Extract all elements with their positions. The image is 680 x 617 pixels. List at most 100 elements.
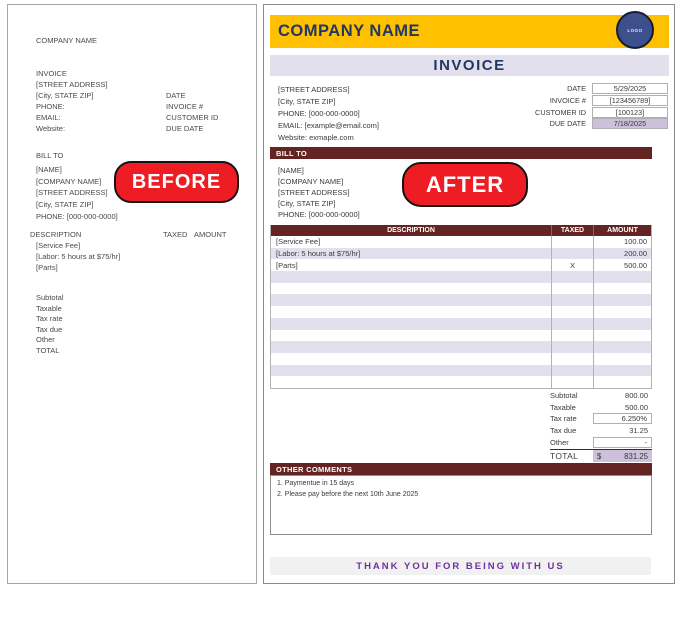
bill-to-block: [NAME] [COMPANY NAME] [STREET ADDRESS] […: [36, 164, 118, 222]
meta-label-date: DATE: [166, 91, 186, 100]
totals-row-taxable: Taxable 500.00: [550, 402, 652, 414]
sender-address-block: INVOICE [STREET ADDRESS] [City, STATE ZI…: [36, 68, 108, 134]
address-line: [City, STATE ZIP]: [36, 91, 94, 100]
bill-to-line: [STREET ADDRESS]: [278, 188, 350, 197]
table-row-empty: [271, 294, 651, 307]
totals-label: Tax due: [550, 426, 577, 436]
meta-label-invoice-number: INVOICE #: [166, 102, 204, 111]
totals-value: 31.25: [629, 426, 648, 436]
bill-to-header: BILL TO: [36, 151, 64, 160]
bill-to-line: [STREET ADDRESS]: [36, 188, 108, 198]
table-row-empty: [271, 306, 651, 318]
line-items-block: [Service Fee] [Labor: 5 hours at $75/hr]…: [36, 241, 120, 273]
meta-row-invoice-number: INVOICE # [123456789]: [464, 95, 668, 107]
line-item: [Service Fee]: [36, 241, 81, 250]
grand-total-label: TOTAL: [550, 451, 579, 462]
meta-label-date: DATE: [567, 84, 586, 94]
table-row: [Parts] X 500.00: [271, 259, 651, 272]
date-field[interactable]: 5/29/2025: [592, 83, 668, 95]
column-header-description: DESCRIPTION: [30, 230, 82, 239]
address-line: [STREET ADDRESS]: [36, 80, 108, 89]
totals-value: 500.00: [625, 402, 648, 412]
due-date-field[interactable]: 7/18/2025: [592, 118, 668, 130]
invoice-meta-labels: DATE INVOICE # CUSTOMER ID DUE DATE: [166, 90, 218, 134]
totals-row-tax-due: Tax due 31.25: [550, 425, 652, 437]
table-header-amount: AMOUNT: [593, 225, 651, 236]
grand-total-row: TOTAL $ 831.25: [550, 448, 652, 463]
meta-row-due-date: DUE DATE 7/18/2025: [464, 118, 668, 130]
line-item: [Labor: 5 hours at $75/hr]: [36, 251, 121, 261]
totals-labels-block: Subtotal Taxable Tax rate Tax due Other …: [36, 293, 64, 356]
meta-label-invoice-number: INVOICE #: [549, 96, 586, 106]
table-header-description: DESCRIPTION: [387, 227, 435, 234]
comments-box: 1. Paymentue in 15 days 2. Please pay be…: [270, 475, 652, 535]
address-line: [City, STATE ZIP]: [278, 97, 336, 106]
totals-row-other: Other -: [550, 436, 652, 448]
totals-block: Subtotal 800.00 Taxable 500.00 Tax rate …: [550, 390, 652, 463]
before-badge: BEFORE: [114, 161, 239, 203]
totals-row-subtotal: Subtotal 800.00: [550, 390, 652, 402]
column-header-taxed: TAXED: [163, 230, 188, 239]
bill-to-header: BILL TO: [270, 147, 652, 159]
invoice-table: DESCRIPTION TAXED AMOUNT [Service Fee] 1…: [270, 225, 652, 389]
table-row-empty: [271, 364, 651, 377]
table-row-empty: [271, 376, 651, 388]
logo-badge: LOGO: [616, 11, 654, 49]
doc-title: INVOICE: [36, 69, 67, 78]
totals-label: Tax rate: [550, 414, 577, 424]
table-row-empty: [271, 317, 651, 330]
after-badge: AFTER: [402, 162, 528, 207]
bill-to-line: PHONE: [000-000-0000]: [278, 210, 360, 219]
totals-label: Other: [550, 437, 569, 447]
totals-label-other: Other: [36, 335, 55, 344]
bill-to-line: [NAME]: [278, 166, 304, 175]
address-line: EMAIL: [example@email.com]: [278, 121, 379, 130]
other-field[interactable]: -: [593, 436, 652, 448]
table-header-taxed: TAXED: [551, 225, 593, 236]
totals-row-tax-rate: Tax rate 6.250%: [550, 413, 652, 425]
meta-label-due-date: DUE DATE: [166, 124, 204, 133]
cell-description: [Parts]: [276, 260, 298, 270]
tax-rate-field[interactable]: 6.250%: [593, 413, 652, 425]
meta-row-date: DATE 5/29/2025: [464, 83, 668, 95]
line-item: [Parts]: [36, 262, 58, 272]
customer-id-field[interactable]: [100123]: [592, 106, 668, 118]
company-name: COMPANY NAME: [278, 22, 420, 40]
address-line: Website:: [36, 124, 66, 133]
totals-label-subtotal: Subtotal: [36, 293, 64, 302]
cell-taxed: [551, 236, 593, 248]
table-row-empty: [271, 329, 651, 342]
meta-row-customer-id: CUSTOMER ID [100123]: [464, 106, 668, 118]
cell-description: [Labor: 5 hours at $75/hr]: [276, 249, 361, 259]
grand-total-value-box: $ 831.25: [593, 450, 652, 463]
cell-amount: 100.00: [593, 236, 651, 248]
cell-amount: 200.00: [593, 247, 651, 260]
cell-amount: 500.00: [593, 259, 651, 272]
address-line: PHONE: [000-000-0000]: [278, 109, 360, 118]
invoice-meta-block: DATE 5/29/2025 INVOICE # [123456789] CUS…: [464, 83, 668, 130]
table-row-empty: [271, 341, 651, 353]
table-header-row: DESCRIPTION TAXED AMOUNT: [271, 225, 651, 236]
invoice-number-field[interactable]: [123456789]: [592, 95, 668, 107]
meta-label-customer-id: CUSTOMER ID: [166, 113, 219, 122]
totals-label-tax-rate: Tax rate: [36, 314, 63, 323]
address-line: EMAIL:: [36, 113, 61, 122]
meta-label-due-date: DUE DATE: [549, 119, 586, 129]
totals-label-taxable: Taxable: [36, 303, 62, 313]
company-header-band: COMPANY NAME: [270, 15, 669, 48]
sender-address-block: [STREET ADDRESS] [City, STATE ZIP] PHONE…: [278, 84, 379, 144]
table-row: [Labor: 5 hours at $75/hr] 200.00: [271, 247, 651, 260]
address-line: Website: exmaple.com: [278, 133, 354, 142]
bill-to-block: [NAME] [COMPANY NAME] [STREET ADDRESS] […: [278, 165, 360, 220]
company-name: COMPANY NAME: [36, 36, 97, 45]
cell-description: [Service Fee]: [276, 237, 321, 247]
invoice-title-band: INVOICE: [270, 55, 669, 76]
bill-to-line: [NAME]: [36, 165, 62, 174]
after-invoice-panel: COMPANY NAME LOGO INVOICE [STREET ADDRES…: [263, 4, 675, 584]
grand-total-amount: 831.25: [624, 451, 648, 461]
totals-label-total: TOTAL: [36, 345, 60, 355]
column-header-amount: AMOUNT: [194, 230, 227, 239]
cell-taxed: [551, 247, 593, 260]
totals-label: Subtotal: [550, 391, 578, 401]
bill-to-line: [COMPANY NAME]: [278, 177, 344, 186]
